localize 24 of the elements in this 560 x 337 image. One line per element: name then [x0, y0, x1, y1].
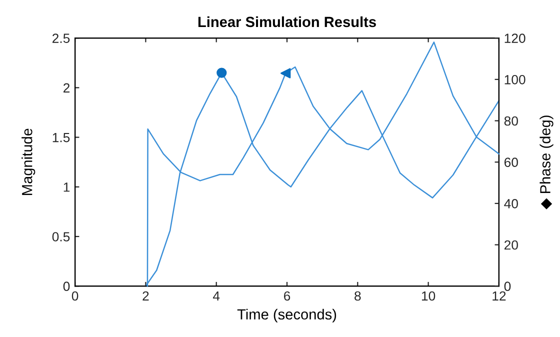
y2-tick-label: 0 [504, 282, 511, 292]
y-axis-title: Magnitude [22, 128, 36, 195]
x-tick-label: 12 [492, 291, 506, 301]
x-tick-label: 0 [72, 291, 78, 301]
x-tick-label: 10 [422, 291, 436, 301]
y2-tick-label: 120 [504, 34, 526, 43]
y-tick-label: 2.5 [52, 34, 70, 43]
y-tick-label: 1.5 [52, 132, 70, 142]
x-tick-label: 8 [354, 291, 361, 301]
y2-tick-label: 60 [504, 158, 518, 168]
x-tick-label: 6 [284, 291, 290, 301]
chart-title: Linear Simulation Results [198, 16, 376, 28]
y2-axis-title: ◆ Phase (deg) [540, 116, 554, 210]
y2-tick-label: 40 [504, 199, 518, 208]
x-axis-title: Time (seconds) [237, 308, 336, 322]
y-tick-label: 1 [64, 182, 70, 192]
y-tick-label: 0 [63, 282, 70, 292]
y2-tick-label: 80 [504, 116, 518, 126]
y-tick-label: 2 [64, 83, 70, 92]
x-tick-label: 4 [212, 291, 220, 301]
y-tick-label: 0.5 [52, 232, 70, 242]
x-tick-label: 2 [142, 291, 149, 301]
y2-tick-label: 20 [504, 240, 518, 250]
y2-tick-label: 100 [504, 74, 526, 84]
